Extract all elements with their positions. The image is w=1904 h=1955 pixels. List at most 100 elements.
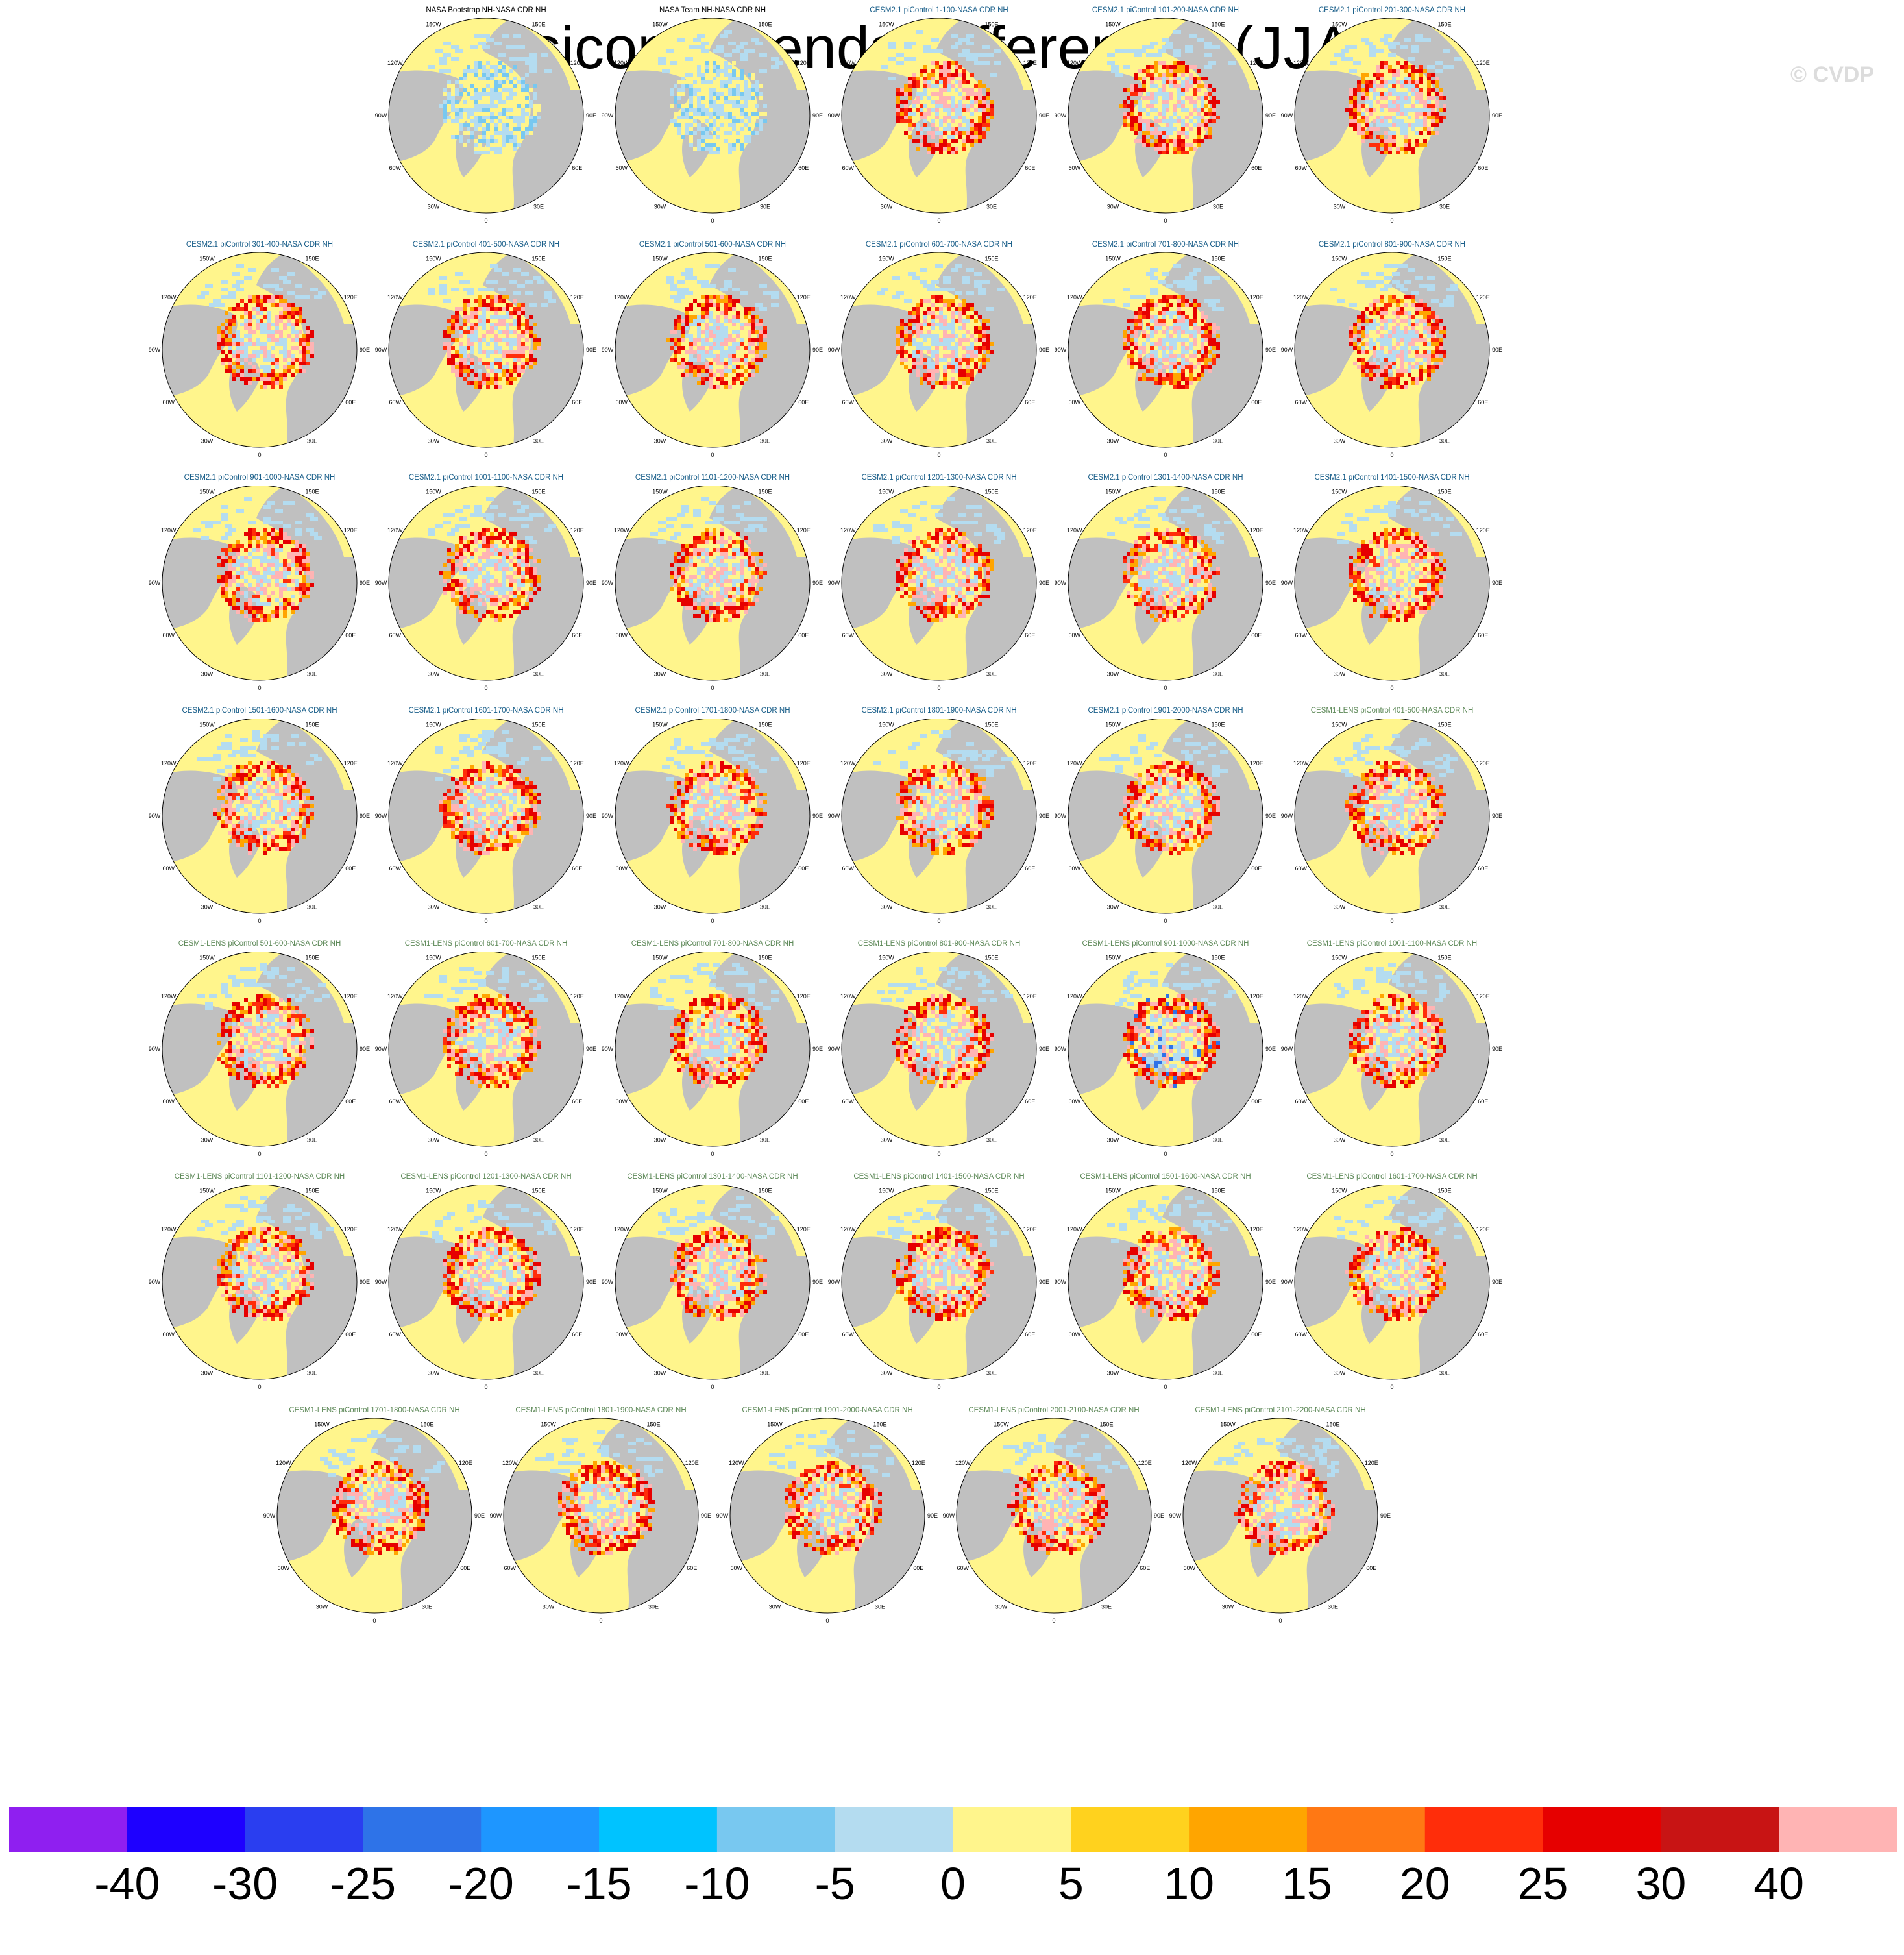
trend-cell [478, 123, 482, 127]
trend-cell [502, 73, 506, 77]
trend-cell [295, 346, 299, 350]
trend-cell [517, 143, 521, 147]
trend-cell [486, 108, 490, 112]
trend-cell [521, 112, 525, 116]
trend-cell [1411, 108, 1415, 112]
trend-cell [1415, 92, 1419, 96]
trend-cell [217, 330, 221, 334]
trend-cell [705, 135, 709, 139]
trend-cell [1193, 92, 1197, 96]
trend-cell [252, 358, 256, 362]
trend-cell [1189, 119, 1193, 123]
longitude-label: 0 [711, 217, 714, 224]
longitude-label: 120E [797, 60, 811, 66]
trend-cell [498, 77, 502, 80]
trend-cell [225, 365, 228, 369]
trend-cell [920, 116, 923, 119]
trend-cell [1204, 84, 1208, 88]
trend-cell [225, 354, 228, 358]
trend-cell [720, 61, 724, 65]
trend-cell [318, 291, 326, 295]
trend-cell [1408, 116, 1411, 119]
trend-cell [939, 96, 943, 100]
trend-cell [685, 272, 693, 276]
trend-cell [1376, 77, 1380, 80]
trend-cell [1208, 127, 1212, 131]
trend-cell [716, 358, 720, 362]
trend-cell [439, 291, 447, 295]
trend-cell [744, 123, 748, 127]
trend-cell [947, 346, 951, 350]
trend-cell [455, 131, 459, 135]
trend-cell [912, 358, 916, 362]
trend-cell [1169, 96, 1173, 100]
trend-cell [283, 365, 287, 369]
longitude-label: 150W [1332, 21, 1347, 28]
trend-cell [459, 330, 463, 334]
trend-cell [1435, 112, 1439, 116]
trend-cell [225, 358, 228, 362]
trend-cell [962, 311, 966, 315]
longitude-label: 120E [344, 294, 358, 301]
trend-cell [697, 330, 701, 334]
trend-cell [502, 100, 506, 104]
trend-cell [709, 326, 713, 330]
trend-cell [1142, 69, 1146, 73]
trend-cell [927, 311, 931, 315]
trend-cell [689, 338, 693, 342]
trend-cell [908, 80, 912, 84]
trend-cell [755, 88, 759, 92]
trend-cell [548, 299, 556, 303]
trend-cell [947, 381, 951, 385]
trend-cell [962, 139, 966, 143]
trend-cell [1204, 112, 1208, 116]
trend-cell [713, 88, 716, 92]
trend-cell [736, 108, 740, 112]
trend-cell [447, 80, 451, 84]
trend-cell [1173, 49, 1181, 53]
trend-cell [506, 108, 509, 112]
trend-cell [271, 354, 275, 358]
trend-cell [478, 151, 482, 154]
trend-cell [1419, 143, 1423, 147]
trend-cell [490, 307, 494, 311]
trend-cell [1411, 69, 1415, 73]
longitude-label: 0 [937, 217, 940, 224]
trend-cell [533, 112, 537, 116]
longitude-label: 30E [533, 437, 544, 444]
trend-cell [451, 84, 455, 88]
trend-cell [966, 119, 970, 123]
trend-cell [275, 288, 283, 291]
trend-cell [1185, 131, 1189, 135]
polar-map: 180150E120E90E60E30E030W60W90W120W150W [375, 252, 596, 458]
trend-cell [447, 358, 451, 362]
trend-cell [689, 307, 693, 311]
trend-cell [283, 342, 287, 346]
trend-cell [287, 311, 291, 315]
trend-cell [533, 123, 537, 127]
trend-cell [724, 299, 728, 303]
trend-cell [295, 311, 299, 315]
trend-cell [1435, 69, 1443, 73]
trend-cell [748, 365, 751, 369]
trend-cell [674, 358, 677, 362]
trend-cell [513, 139, 517, 143]
longitude-label: 120W [387, 294, 403, 301]
trend-cell [674, 112, 677, 116]
trend-cell [697, 280, 705, 284]
trend-cell [217, 303, 225, 307]
trend-cell [701, 80, 705, 84]
trend-cell [920, 73, 923, 77]
trend-cell [720, 342, 724, 346]
trend-cell [697, 88, 701, 92]
trend-cell [271, 369, 275, 373]
trend-cell [455, 373, 459, 377]
trend-cell [685, 326, 689, 330]
trend-cell [931, 323, 935, 326]
trend-cell [912, 354, 916, 358]
trend-cell [225, 342, 228, 346]
map-border [615, 18, 811, 214]
trend-cell [974, 135, 978, 139]
trend-cell [1162, 112, 1166, 116]
trend-cell [1146, 73, 1150, 77]
